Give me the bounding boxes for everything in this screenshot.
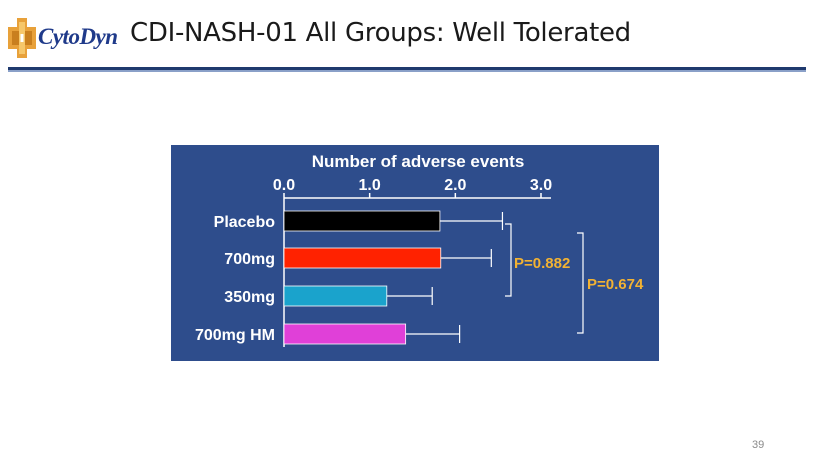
title-underline-shadow — [8, 70, 806, 72]
p-bracket — [577, 232, 584, 334]
bar — [283, 210, 441, 232]
p-value-annotations: P=0.882 P=0.674 — [505, 223, 644, 334]
bars: Placebo 700mg 350mg 700mg HM — [195, 210, 504, 345]
bar — [283, 285, 388, 307]
cytodyn-logo: CytoDyn — [8, 18, 126, 62]
adverse-events-chart: Number of adverse events 0.0 1.0 2.0 3.0 Pl… — [171, 145, 659, 361]
x-axis: 0.0 1.0 2.0 3.0 — [273, 177, 552, 347]
x-tick-label: 1.0 — [359, 177, 381, 194]
logo-wordmark: CytoDyn — [38, 24, 118, 49]
chart-title: Number of adverse events — [312, 152, 525, 171]
category-label: 700mg HM — [195, 327, 275, 344]
p-bracket — [505, 223, 512, 297]
category-label: Placebo — [214, 214, 276, 231]
bar — [283, 247, 442, 269]
x-tick-label: 3.0 — [530, 177, 552, 194]
x-tick-label: 0.0 — [273, 177, 295, 194]
chart-svg: Number of adverse events 0.0 1.0 2.0 3.0 Pl… — [171, 145, 659, 361]
p-value-label: P=0.674 — [587, 276, 644, 293]
category-label: 350mg — [224, 289, 275, 306]
title-underline — [8, 67, 806, 70]
x-tick-label: 2.0 — [444, 177, 466, 194]
bar — [283, 323, 407, 345]
p-value-label: P=0.882 — [514, 255, 570, 272]
slide-title: CDI-NASH-01 All Groups: Well Tolerated — [130, 18, 631, 48]
category-label: 700mg — [224, 251, 275, 268]
page-number: 39 — [752, 439, 765, 451]
logo-emblem-icon — [8, 18, 36, 58]
